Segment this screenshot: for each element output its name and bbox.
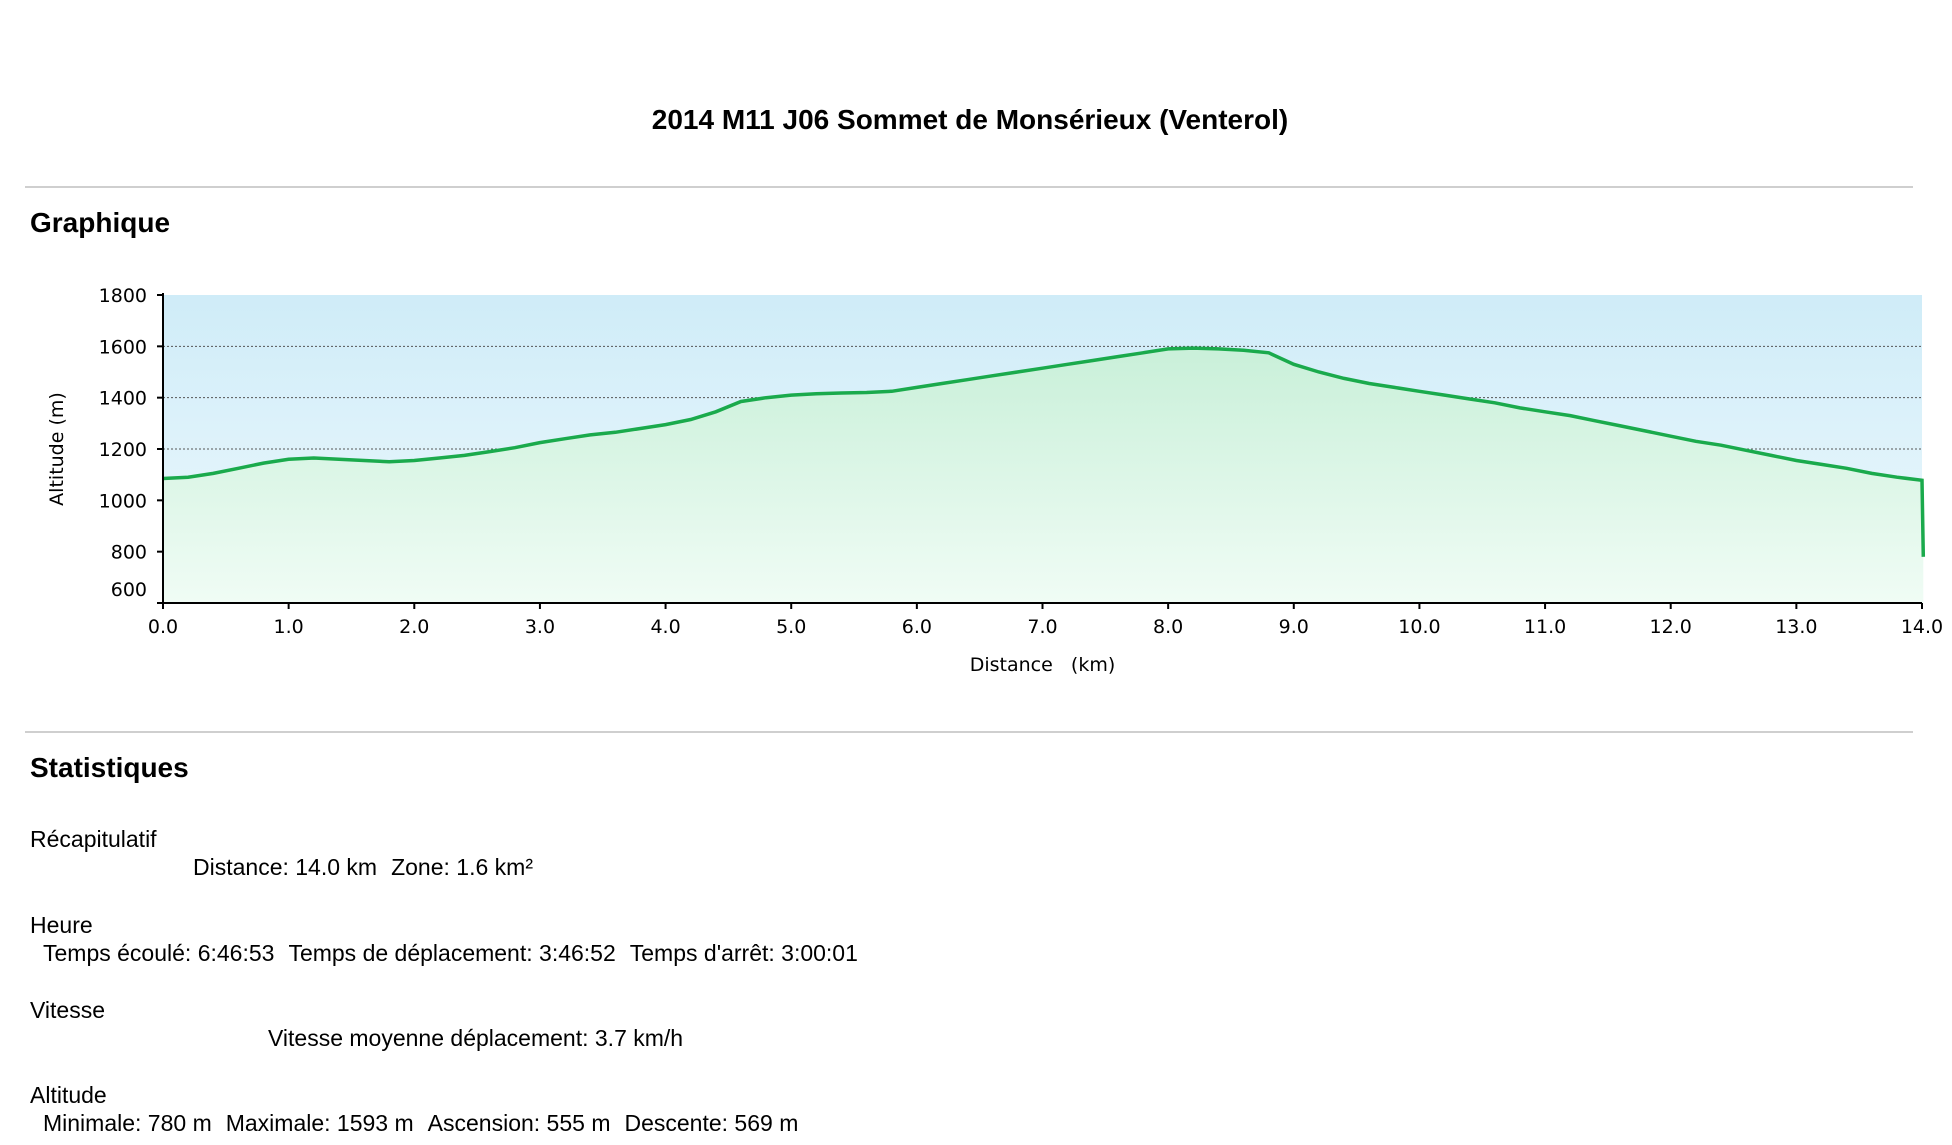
y-tick-label: 600 bbox=[111, 579, 147, 601]
recap-line: Distance: 14.0 km Zone: 1.6 km² bbox=[193, 854, 547, 881]
x-tick-label: 5.0 bbox=[776, 616, 806, 638]
divider bbox=[25, 731, 1913, 733]
x-tick-label: 3.0 bbox=[525, 616, 555, 638]
x-axis-label: Distance (km) bbox=[970, 654, 1116, 676]
altitude-min: Minimale: 780 m bbox=[43, 1110, 212, 1136]
time-heading: Heure bbox=[30, 912, 93, 938]
x-tick-label: 4.0 bbox=[650, 616, 680, 638]
altitude-descent: Descente: 569 m bbox=[624, 1110, 799, 1136]
x-tick-label: 11.0 bbox=[1524, 616, 1566, 638]
page-title: 2014 M11 J06 Sommet de Monsérieux (Vente… bbox=[651, 104, 1289, 135]
stopped-time: Temps d'arrêt: 3:00:01 bbox=[629, 940, 858, 966]
x-tick-label: 9.0 bbox=[1279, 616, 1309, 638]
divider bbox=[25, 186, 1913, 188]
elevation-line bbox=[162, 346, 1926, 557]
zone-value: Zone: 1.6 km² bbox=[391, 854, 533, 880]
x-tick-label: 6.0 bbox=[902, 616, 932, 638]
x-tick-label: 0.0 bbox=[148, 616, 178, 638]
x-tick-label: 8.0 bbox=[1153, 616, 1183, 638]
altitude-heading: Altitude bbox=[30, 1082, 107, 1108]
y-tick-label: 1800 bbox=[99, 285, 147, 307]
elapsed-time: Temps écoulé: 6:46:53 bbox=[43, 940, 275, 966]
speed-heading: Vitesse bbox=[30, 997, 106, 1023]
y-tick-label: 1600 bbox=[99, 336, 147, 358]
section-title-graph: Graphique bbox=[30, 207, 171, 238]
elevation-area bbox=[163, 348, 1924, 603]
section-title-stats: Statistiques bbox=[30, 752, 189, 783]
x-tick-labels: 0.0 1.0 2.0 3.0 4.0 5.0 6.0 7.0 8.0 9.0 10.0 11.0 12… bbox=[148, 616, 1943, 638]
recap-heading: Récapitulatif bbox=[30, 826, 157, 852]
x-tick-label: 14.0 bbox=[1901, 616, 1943, 638]
y-tick-label: 800 bbox=[111, 542, 147, 564]
x-tick-label: 2.0 bbox=[399, 616, 429, 638]
speed-line: Vitesse moyenne déplacement: 3.7 km/h bbox=[268, 1025, 697, 1052]
y-tick-label: 1200 bbox=[99, 439, 147, 461]
avg-moving-speed: Vitesse moyenne déplacement: 3.7 km/h bbox=[268, 1025, 684, 1051]
time-line: Temps écoulé: 6:46:53 Temps de déplacemen… bbox=[43, 940, 872, 967]
x-tick-label: 10.0 bbox=[1398, 616, 1440, 638]
x-tick-label: 13.0 bbox=[1775, 616, 1817, 638]
y-tick-labels: 600 800 1000 1200 1400 1600 1800 bbox=[99, 285, 147, 601]
x-tick-label: 7.0 bbox=[1027, 616, 1057, 638]
elevation-chart: 600 800 1000 1200 1400 1600 1800 0.0 1.0 2.0 3.0 4… bbox=[46, 285, 1943, 676]
moving-time: Temps de déplacement: 3:46:52 bbox=[288, 940, 616, 966]
y-tick-label: 1000 bbox=[99, 490, 147, 512]
axes bbox=[157, 293, 1923, 609]
altitude-line: Minimale: 780 m Maximale: 1593 m Ascension… bbox=[43, 1110, 812, 1137]
distance-value: Distance: 14.0 km bbox=[193, 854, 378, 880]
x-tick-label: 12.0 bbox=[1650, 616, 1692, 638]
x-tick-label: 1.0 bbox=[274, 616, 304, 638]
altitude-ascent: Ascension: 555 m bbox=[427, 1110, 611, 1136]
y-tick-label: 1400 bbox=[99, 388, 147, 410]
altitude-max: Maximale: 1593 m bbox=[225, 1110, 414, 1136]
y-axis-label: Altitude (m) bbox=[46, 392, 68, 506]
